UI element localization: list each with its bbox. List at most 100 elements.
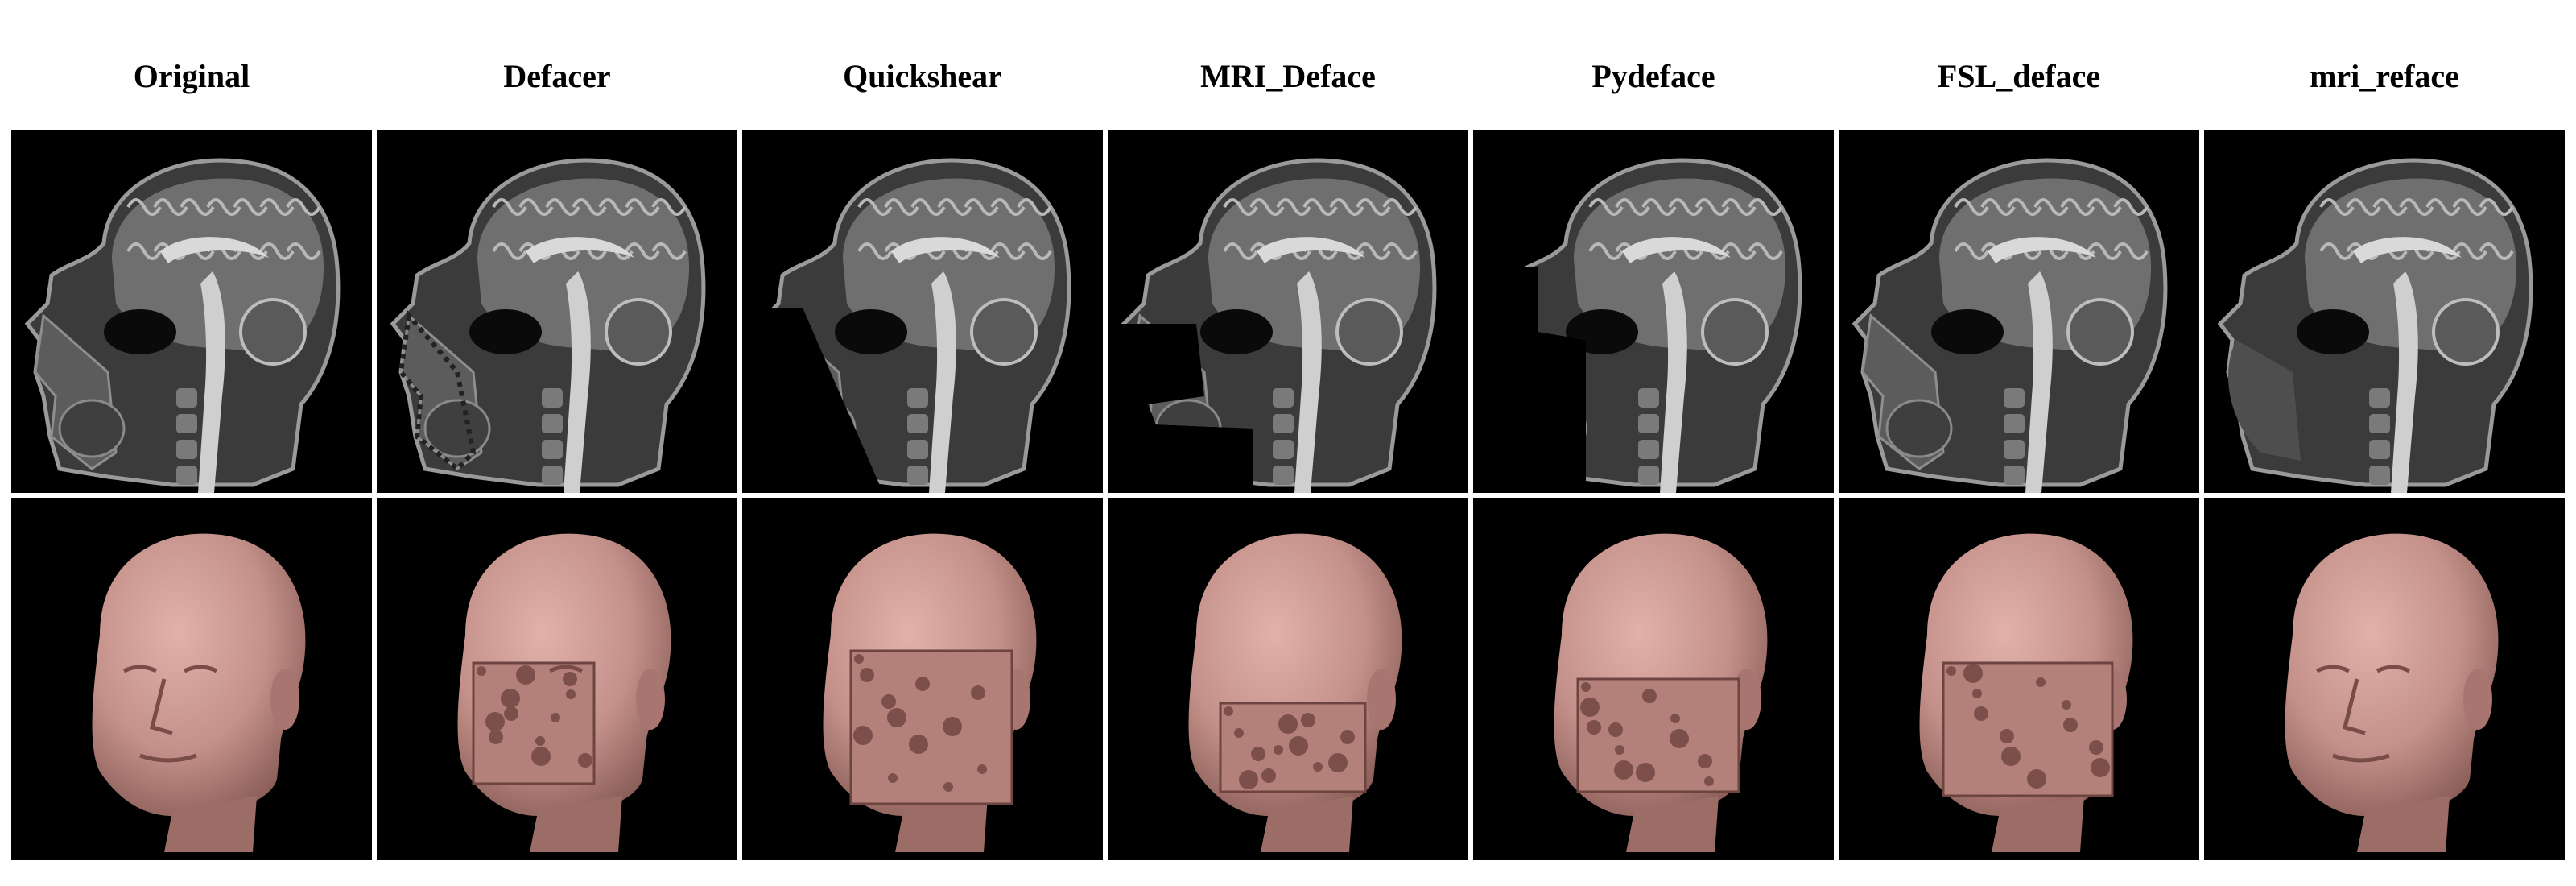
gyrus-fold [2033, 198, 2069, 216]
cerebellum [239, 298, 307, 366]
surface-artifact [1234, 728, 1244, 738]
mri-slice-defacer [377, 130, 737, 493]
mri-slice-fsl-deface [1839, 130, 2199, 493]
mouth [2332, 753, 2390, 763]
surface-render-pydeface [1473, 498, 1834, 860]
brainstem [564, 271, 591, 493]
surface-artifact [881, 694, 896, 709]
vertebra [176, 440, 197, 459]
head-surface-render [1188, 533, 1402, 852]
gyrus-fold [1721, 198, 1757, 216]
mri-slice-image [755, 158, 1071, 493]
ear [270, 669, 299, 730]
vertebra [2004, 388, 2025, 408]
vertebra [1638, 440, 1659, 459]
vertebra [907, 466, 928, 485]
vertebra [1273, 466, 1294, 485]
neck [2357, 796, 2450, 852]
gyrus-fold [153, 198, 188, 216]
gyrus-fold [2452, 198, 2487, 216]
column-title-quickshear: Quickshear [843, 58, 1002, 94]
vertebra [907, 440, 928, 459]
image-grid [11, 130, 2565, 860]
mri-slice-image [24, 158, 341, 493]
surface-artifact [854, 654, 864, 664]
surface-artifact [2089, 740, 2103, 755]
gyrus-fold [2319, 198, 2355, 216]
gyrus-fold [1615, 198, 1650, 216]
vertebra [1638, 388, 1659, 408]
gyrus-fold [598, 198, 634, 216]
vertebra [907, 388, 928, 408]
ear [2463, 669, 2492, 730]
surface-artifact [578, 753, 592, 768]
gyrus-fold [572, 198, 607, 216]
gyrus-fold [1356, 198, 1391, 216]
head-shape [2285, 533, 2499, 816]
sagittal-head-slice [1121, 158, 1437, 493]
tongue [1520, 399, 1587, 458]
surface-artifact [1278, 714, 1298, 734]
surface-artifact [535, 736, 545, 746]
sagittal-head-slice [755, 158, 1071, 493]
tongue [58, 399, 126, 458]
gyrus-fold [1276, 198, 1311, 216]
sinus [2297, 309, 2369, 354]
mri-slice-image [390, 158, 706, 493]
surface-artifact [915, 677, 930, 691]
cerebellum [605, 298, 672, 366]
surface-artifact [551, 713, 560, 722]
gyrus-fold [1329, 198, 1364, 216]
head-surface-render [457, 533, 671, 852]
gyrus-fold [2452, 242, 2487, 260]
gyrus-fold [2479, 242, 2514, 260]
surface-artifact [1615, 745, 1624, 755]
gyrus-fold [286, 198, 321, 216]
ear [1367, 669, 1396, 730]
gyrus-fold [857, 242, 893, 260]
surface-artifact [1581, 682, 1591, 692]
column-title-mri-reface: mri_reface [2310, 58, 2459, 94]
gyrus-fold [1748, 198, 1783, 216]
sagittal-head-slice [390, 158, 706, 493]
sinus [1566, 309, 1638, 354]
left-eye [2315, 664, 2351, 673]
gyrus-fold [2007, 198, 2042, 216]
gyrus-fold [937, 198, 972, 216]
gyrus-fold [2399, 198, 2434, 216]
surface-artifact [516, 665, 535, 685]
tongue [789, 399, 857, 458]
column-title-pydeface: Pydeface [1591, 58, 1715, 94]
surface-artifact [971, 685, 985, 700]
column-title-mri-deface: MRI_Deface [1200, 58, 1376, 94]
surface-artifact [489, 730, 503, 744]
surface-artifact [1328, 753, 1348, 772]
gyrus-fold [625, 198, 660, 216]
surface-artifact [1301, 713, 1315, 727]
gyrus-fold [1695, 198, 1730, 216]
surface-artifact [888, 773, 898, 783]
surface-artifact [501, 689, 520, 708]
corpus-callosum [891, 237, 1000, 263]
brainstem [1294, 271, 1322, 493]
surface-artifact [1274, 745, 1283, 755]
ear [636, 669, 665, 730]
vertebra [176, 414, 197, 433]
gyrus-fold [2346, 198, 2381, 216]
surface-artifact [2063, 718, 2078, 732]
surface-artifact [2001, 747, 2021, 766]
right-eye [548, 664, 584, 673]
gyrus-fold [2319, 242, 2355, 260]
gyrus-fold [2479, 198, 2514, 216]
cerebellum [2432, 298, 2500, 366]
vertebra [2004, 440, 2025, 459]
gyrus-fold [625, 242, 660, 260]
surface-artifact [2000, 729, 2014, 743]
surface-render-image [92, 533, 306, 852]
surface-render-image [457, 533, 671, 852]
vertebra [2369, 388, 2390, 408]
tongue [1885, 399, 1953, 458]
vertebra [542, 466, 563, 485]
surface-render-quickshear [742, 498, 1103, 860]
corpus-callosum [1988, 237, 2096, 263]
